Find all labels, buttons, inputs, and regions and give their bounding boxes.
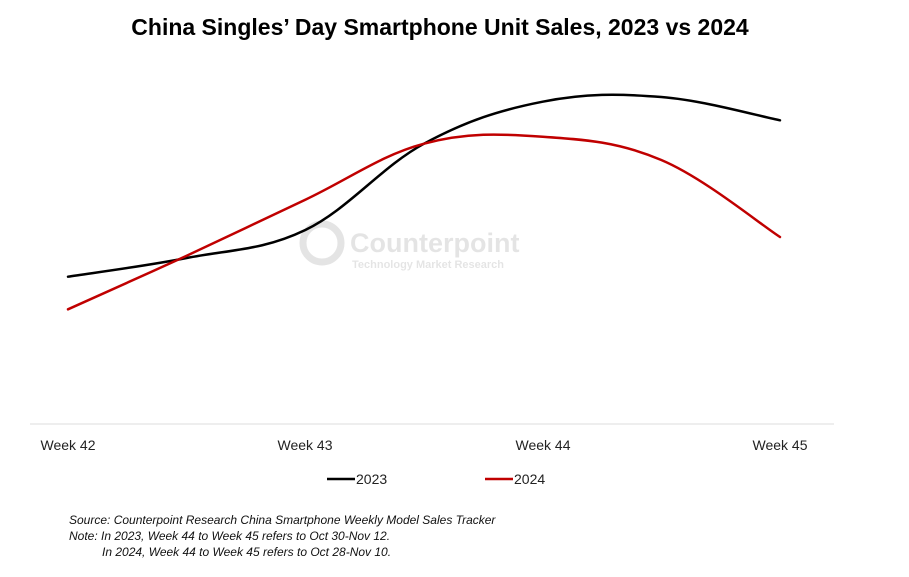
x-tick-label: Week 45 — [753, 437, 808, 453]
watermark-name: Counterpoint — [350, 228, 519, 258]
chart-notes: Source: Counterpoint Research China Smar… — [69, 512, 495, 560]
x-tick-label: Week 42 — [41, 437, 96, 453]
series-layer — [66, 93, 782, 311]
note-line-2: In 2024, Week 44 to Week 45 refers to Oc… — [102, 545, 392, 559]
note-line-1: Note: In 2023, Week 44 to Week 45 refers… — [69, 529, 391, 543]
x-tick-label: Week 44 — [516, 437, 571, 453]
legend-label-2024: 2024 — [514, 471, 545, 487]
chart-title: China Singles’ Day Smartphone Unit Sales… — [131, 14, 749, 40]
x-tick-label: Week 43 — [278, 437, 333, 453]
x-tick-labels: Week 42 Week 43 Week 44 Week 45 — [41, 437, 808, 453]
watermark-logo — [299, 220, 345, 266]
watermark: Counterpoint Technology Market Research — [299, 220, 519, 271]
watermark-tagline: Technology Market Research — [352, 259, 504, 271]
series-line-2024 — [66, 133, 782, 311]
legend-label-2023: 2023 — [356, 471, 387, 487]
source-note: Source: Counterpoint Research China Smar… — [69, 513, 496, 527]
legend: 2023 2024 — [327, 471, 545, 487]
